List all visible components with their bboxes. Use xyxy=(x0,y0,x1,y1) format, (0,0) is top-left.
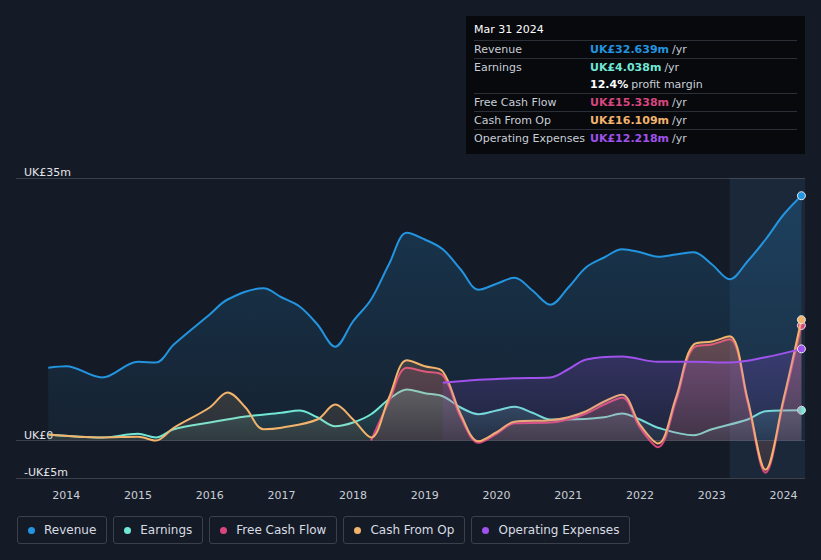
html-text:Mar 31 2024: Mar 31 2024 xyxy=(474,23,544,36)
svg-text:UK£0: UK£0 xyxy=(24,428,54,442)
html-text:UK£15.338m /yr: UK£15.338m /yr xyxy=(590,96,687,109)
html-text:UK£32.639m /yr: UK£32.639m /yr xyxy=(590,43,687,56)
html-text:Earnings: Earnings xyxy=(140,523,193,537)
svg-text:2024: 2024 xyxy=(769,489,797,502)
html-text:Earnings: Earnings xyxy=(474,61,522,74)
svg-text:2019: 2019 xyxy=(411,489,439,502)
svg-text:2018: 2018 xyxy=(339,489,367,502)
svg-text:2017: 2017 xyxy=(267,489,295,502)
html-text:UK£16.109m /yr: UK£16.109m /yr xyxy=(590,114,687,127)
svg-text:2016: 2016 xyxy=(196,489,224,502)
html-text:Revenue: Revenue xyxy=(474,43,522,56)
html-text:12.4% profit margin: 12.4% profit margin xyxy=(590,78,703,91)
svg-text:2021: 2021 xyxy=(554,489,582,502)
html-text:Cash From Op: Cash From Op xyxy=(474,114,551,127)
svg-text:UK£35m: UK£35m xyxy=(24,166,71,179)
html-text:Cash From Op: Cash From Op xyxy=(370,523,455,537)
svg-text:-UK£5m: -UK£5m xyxy=(24,466,68,479)
html-text:UK£12.218m /yr: UK£12.218m /yr xyxy=(590,132,687,145)
html-text:Revenue: Revenue xyxy=(44,523,97,537)
svg-text:2014: 2014 xyxy=(52,489,80,502)
html-text:Operating Expenses: Operating Expenses xyxy=(474,132,585,145)
svg-text:2023: 2023 xyxy=(698,489,726,502)
svg-text:2020: 2020 xyxy=(483,489,511,502)
svg-text:2022: 2022 xyxy=(626,489,654,502)
html-text:UK£4.038m /yr: UK£4.038m /yr xyxy=(590,61,680,74)
html-text:Free Cash Flow: Free Cash Flow xyxy=(474,96,557,109)
html-text:Free Cash Flow: Free Cash Flow xyxy=(236,523,327,537)
svg-text:2015: 2015 xyxy=(124,489,152,502)
html-text:Operating Expenses: Operating Expenses xyxy=(498,523,620,537)
